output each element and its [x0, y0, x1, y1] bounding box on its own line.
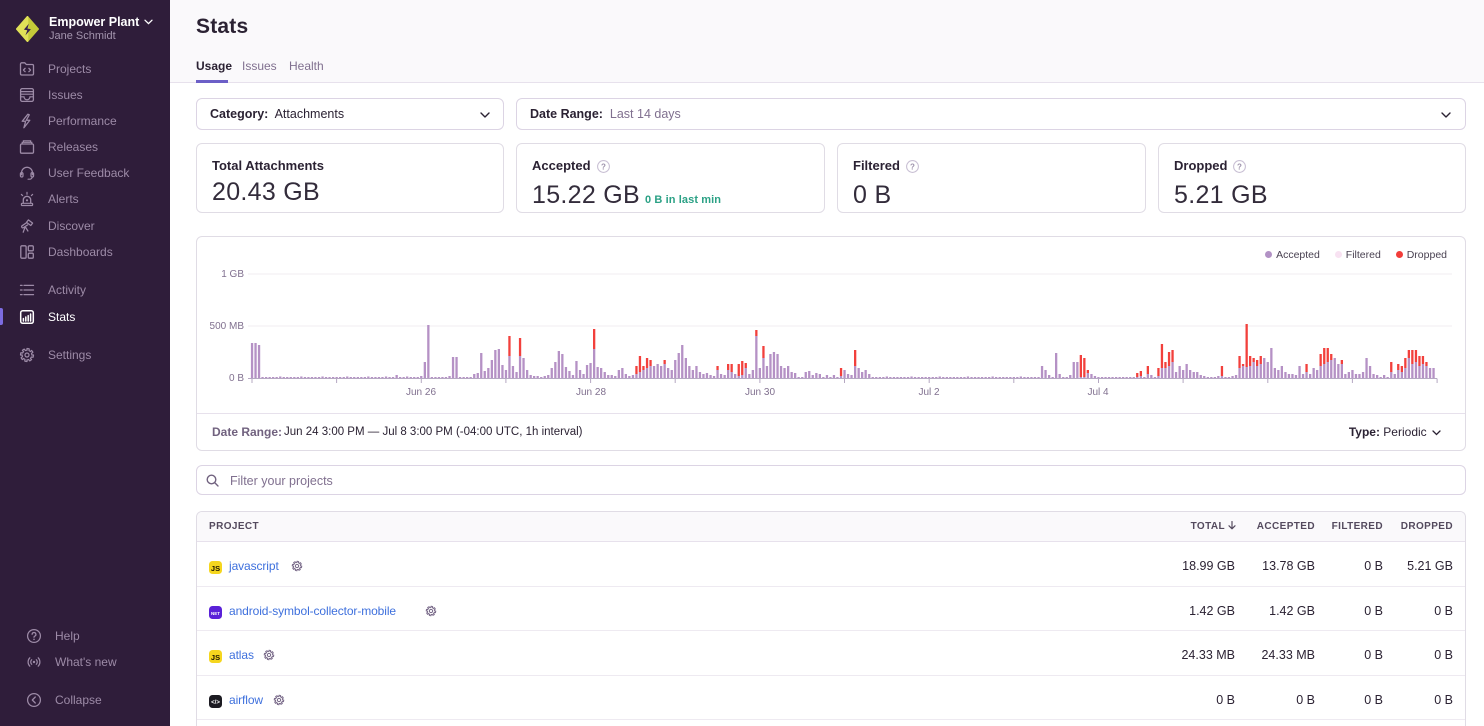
svg-text:?: ?	[1238, 162, 1243, 171]
svg-text:?: ?	[601, 162, 606, 171]
svg-text:?: ?	[910, 162, 915, 171]
